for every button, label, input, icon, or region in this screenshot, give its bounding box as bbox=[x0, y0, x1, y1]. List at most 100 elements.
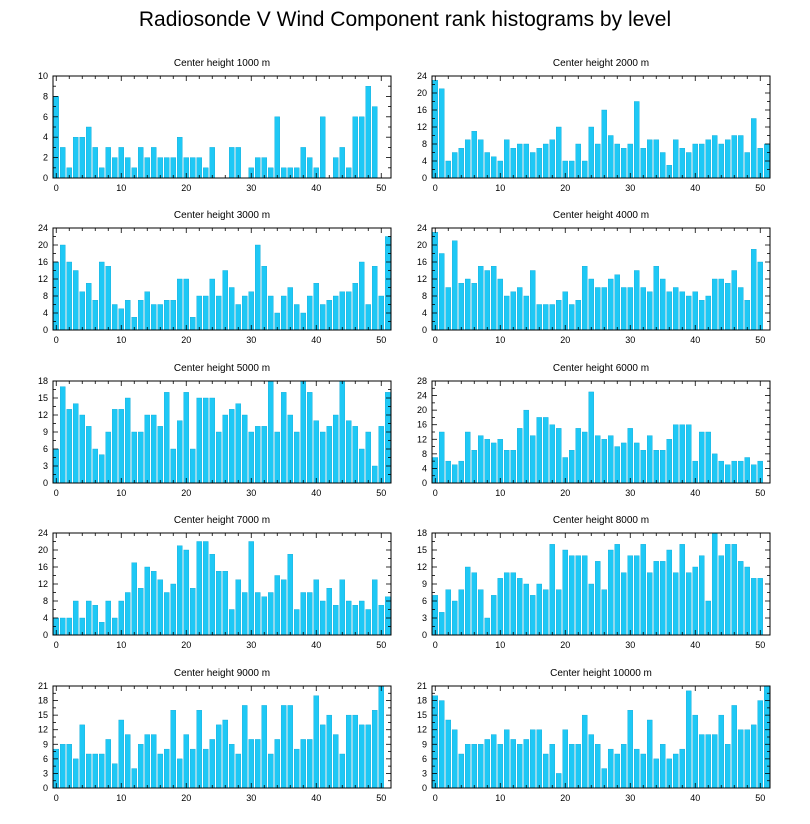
bar bbox=[86, 283, 92, 331]
y-tick-label: 6 bbox=[43, 754, 48, 764]
bar bbox=[320, 724, 326, 789]
bar bbox=[543, 304, 549, 331]
bar bbox=[692, 291, 698, 331]
bar bbox=[359, 261, 365, 331]
x-tick-label: 50 bbox=[755, 488, 765, 498]
bar bbox=[53, 748, 59, 789]
bar bbox=[203, 295, 209, 331]
x-tick-label: 40 bbox=[690, 640, 700, 650]
x-tick-label: 50 bbox=[376, 335, 386, 345]
bar bbox=[595, 561, 601, 636]
x-tick-label: 50 bbox=[376, 183, 386, 193]
x-tick-label: 20 bbox=[560, 793, 570, 803]
bar bbox=[365, 609, 371, 636]
bar bbox=[439, 253, 445, 331]
bar bbox=[352, 426, 358, 484]
bar bbox=[699, 555, 705, 636]
bar bbox=[432, 695, 438, 789]
bar bbox=[66, 744, 72, 789]
bar bbox=[634, 555, 640, 636]
bar bbox=[138, 300, 144, 331]
bar bbox=[653, 139, 659, 179]
bar bbox=[595, 744, 601, 789]
bar bbox=[536, 729, 542, 789]
y-tick-label: 16 bbox=[417, 105, 427, 115]
bar bbox=[307, 392, 313, 484]
y-tick-label: 15 bbox=[38, 710, 48, 720]
y-tick-label: 3 bbox=[43, 461, 48, 471]
bar bbox=[621, 148, 627, 179]
bar bbox=[497, 278, 503, 331]
x-tick-label: 10 bbox=[116, 640, 126, 650]
panel-title: Center height 8000 m bbox=[553, 515, 649, 526]
x-tick-label: 40 bbox=[690, 793, 700, 803]
bar bbox=[458, 283, 464, 331]
x-tick-label: 10 bbox=[495, 335, 505, 345]
bar bbox=[705, 734, 711, 789]
bar bbox=[378, 426, 384, 484]
bar bbox=[261, 426, 267, 484]
bar bbox=[465, 566, 471, 636]
bar bbox=[692, 714, 698, 789]
bar bbox=[216, 724, 222, 789]
bar bbox=[751, 724, 757, 789]
bar bbox=[112, 157, 118, 179]
bar bbox=[718, 143, 724, 179]
bar bbox=[112, 617, 118, 636]
bar bbox=[183, 392, 189, 484]
bar bbox=[686, 424, 692, 484]
bar bbox=[248, 541, 254, 636]
figure-title: Radiosonde V Wind Component rank histogr… bbox=[138, 8, 672, 31]
bar bbox=[216, 431, 222, 484]
y-tick-label: 10 bbox=[38, 71, 48, 81]
y-tick-label: 6 bbox=[43, 112, 48, 122]
bar bbox=[287, 705, 293, 789]
y-tick-label: 16 bbox=[417, 420, 427, 430]
bar bbox=[491, 595, 497, 636]
bar bbox=[751, 249, 757, 331]
bar bbox=[575, 143, 581, 179]
bar bbox=[569, 450, 575, 484]
bar bbox=[320, 431, 326, 484]
bar bbox=[372, 106, 378, 179]
bar bbox=[157, 157, 163, 179]
bar bbox=[601, 287, 607, 331]
x-tick-label: 30 bbox=[625, 183, 635, 193]
bar bbox=[313, 579, 319, 636]
bar bbox=[294, 167, 300, 179]
bar bbox=[608, 278, 614, 331]
bar bbox=[125, 397, 131, 484]
bar bbox=[183, 278, 189, 331]
bar bbox=[614, 274, 620, 331]
bar bbox=[731, 544, 737, 636]
bar bbox=[73, 758, 79, 789]
bar bbox=[757, 261, 763, 331]
bar bbox=[504, 450, 510, 484]
bar bbox=[504, 139, 510, 179]
y-tick-label: 8 bbox=[422, 139, 427, 149]
bar bbox=[692, 143, 698, 179]
bar bbox=[738, 460, 744, 484]
bar bbox=[294, 748, 300, 789]
bar bbox=[268, 592, 274, 636]
bar bbox=[679, 148, 685, 179]
bar bbox=[268, 167, 274, 179]
bar bbox=[170, 157, 176, 179]
y-tick-label: 9 bbox=[422, 579, 427, 589]
y-tick-label: 12 bbox=[417, 725, 427, 735]
bar bbox=[634, 101, 640, 179]
bar bbox=[712, 532, 718, 636]
bar bbox=[346, 167, 352, 179]
bar bbox=[445, 287, 451, 331]
bar bbox=[196, 397, 202, 484]
panel-3: Center height 3000 m 0 10 20 30 40 50 0 4 8 12 16 20… bbox=[38, 210, 392, 345]
bar bbox=[471, 450, 477, 484]
bar bbox=[712, 278, 718, 331]
bar bbox=[151, 414, 157, 484]
bar bbox=[621, 572, 627, 636]
y-tick-label: 3 bbox=[422, 613, 427, 623]
bar bbox=[478, 266, 484, 331]
bar bbox=[647, 719, 653, 789]
bar bbox=[177, 136, 183, 179]
y-tick-label: 24 bbox=[38, 528, 48, 538]
